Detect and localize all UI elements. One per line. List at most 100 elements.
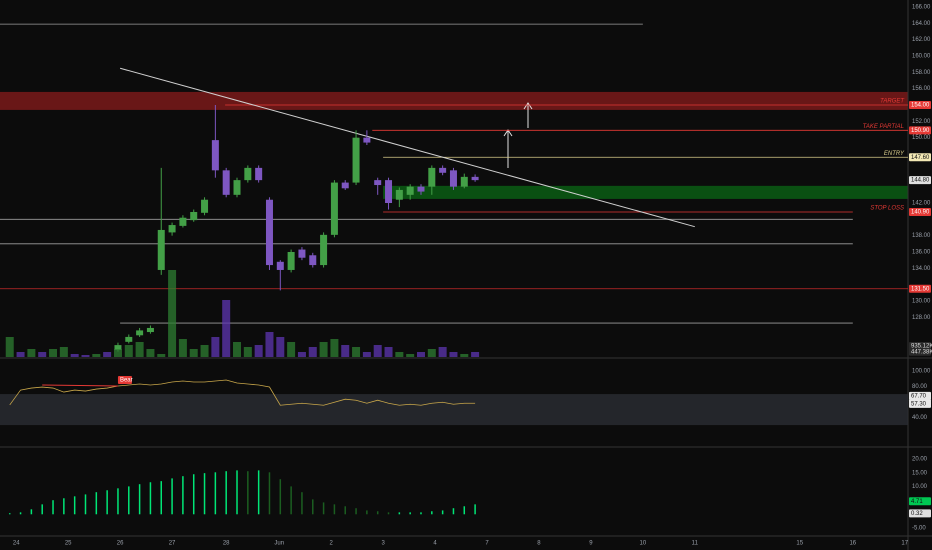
candle-body (136, 330, 144, 336)
histogram-bar (409, 512, 411, 515)
candle-body (276, 261, 284, 270)
y-tick-label: 100.00 (912, 368, 931, 374)
candle-body (298, 249, 306, 258)
price-tag (909, 207, 931, 216)
histogram-bar (452, 508, 455, 515)
histogram-bar (30, 509, 33, 515)
histogram-bar (474, 504, 476, 515)
y-tick-label: 10.00 (912, 484, 928, 490)
y-tick-label: 152.00 (912, 119, 931, 125)
price-tag-label: 935.12K (911, 344, 932, 350)
volume-bar (27, 349, 36, 357)
histogram-bar (257, 470, 260, 515)
candle-body (309, 255, 317, 266)
volume-bar (200, 345, 209, 357)
histogram-bar (344, 506, 346, 515)
candle-body (460, 176, 468, 187)
price-tag-label: 131.50 (911, 286, 930, 292)
histogram-bar (52, 500, 54, 515)
volume-bar (146, 349, 155, 357)
candle-body (374, 180, 382, 186)
arrows (503, 102, 533, 168)
histogram-bar (333, 504, 336, 515)
price-tag (909, 126, 931, 135)
volume-bar (427, 349, 436, 357)
arrow-head (523, 102, 533, 110)
histogram-bar (301, 492, 303, 515)
volume-bar (81, 355, 90, 357)
price-tag (909, 399, 931, 408)
volume-bar (438, 347, 447, 357)
y-tick-label: 20.00 (912, 457, 928, 463)
x-tick-label: 9 (589, 541, 593, 547)
histogram-bar (19, 512, 22, 515)
histogram-bar (290, 486, 292, 515)
overlay-label: Bear (120, 378, 133, 384)
volume-bar (189, 349, 198, 357)
volume-bar (178, 339, 187, 357)
volume-bar (471, 352, 480, 357)
x-tick-label: 17 (901, 541, 908, 547)
volume-bar (297, 352, 306, 357)
histogram-bar (192, 474, 195, 515)
price-tag-label: 154.00 (911, 103, 930, 109)
x-tick-label: 24 (13, 541, 20, 547)
histogram-bar (128, 486, 130, 515)
candle-body (385, 180, 393, 203)
y-tick-label: 158.00 (912, 70, 931, 76)
candle-body (363, 137, 371, 143)
histogram-bar (41, 504, 43, 515)
candle-body (114, 345, 122, 350)
candle-body (157, 229, 165, 270)
y-tick-label: 40.00 (912, 415, 928, 421)
level-label: ENTRY (884, 151, 905, 157)
volume-bar (330, 339, 339, 357)
histogram-bar (431, 511, 433, 515)
candle-body (287, 252, 295, 270)
candle-body (330, 182, 338, 235)
volume-bar (276, 337, 285, 357)
y-tick-label: -5.00 (912, 526, 926, 532)
volume-bar (157, 354, 166, 357)
price-tag-label: 67.70 (911, 393, 927, 399)
y-tick-label: 150.00 (912, 135, 931, 141)
band (0, 394, 908, 426)
histogram-bar (247, 471, 249, 515)
candle-body (439, 167, 447, 173)
histogram-bar (463, 506, 466, 515)
volume-bar (395, 352, 404, 357)
histogram-bar (160, 481, 163, 515)
histogram-bar (138, 484, 141, 515)
y-tick-label: 156.00 (912, 86, 931, 92)
volume-bar (124, 345, 133, 357)
price-tag (909, 284, 931, 293)
zone (0, 91, 908, 110)
y-tick-label: 128.00 (912, 315, 931, 321)
histogram-bar (84, 494, 87, 515)
volume-bar (103, 352, 112, 357)
y-tick-label: 130.00 (912, 299, 931, 305)
candle-body (428, 167, 436, 187)
x-tick-label: 28 (223, 541, 230, 547)
y-tick-label: 166.00 (912, 5, 931, 11)
x-tick-label: 16 (849, 541, 856, 547)
x-tick-label: 26 (117, 541, 124, 547)
price-tag-label: 4.71 (911, 499, 923, 505)
trend-line (119, 67, 695, 228)
candle-body (255, 167, 263, 181)
level-label: STOP LOSS (870, 206, 904, 212)
price-tag (909, 497, 931, 506)
price-tag (909, 153, 931, 162)
overlay-tag (117, 376, 132, 385)
candle-body (449, 170, 457, 187)
price-tag-label: 150.90 (911, 128, 930, 134)
candle-body (406, 186, 414, 195)
volume-bar (449, 352, 458, 357)
volume-bar (319, 342, 328, 357)
histogram-bar (441, 510, 444, 515)
x-tick-label: 10 (640, 541, 647, 547)
volume-bar (265, 332, 274, 357)
y-tick-label: 162.00 (912, 37, 931, 43)
candle-body (168, 225, 176, 233)
